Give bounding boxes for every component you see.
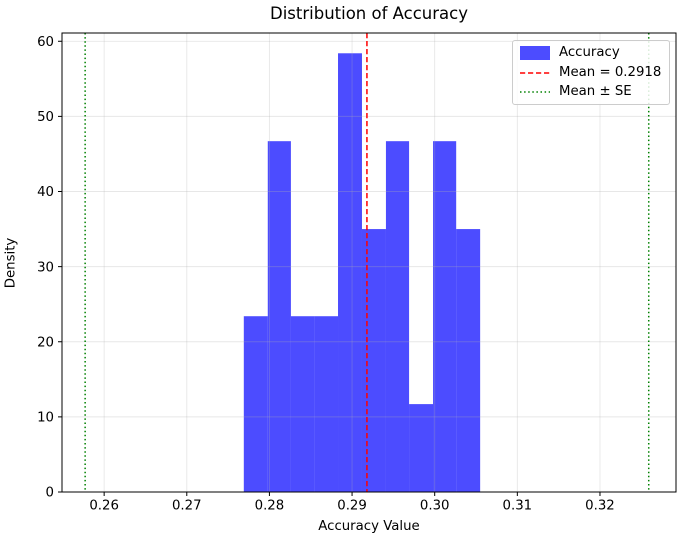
- histogram-bar: [338, 53, 362, 492]
- legend: Accuracy Mean = 0.2918 Mean ± SE: [512, 40, 670, 105]
- histogram-bar: [361, 229, 386, 492]
- chart-title: Distribution of Accuracy: [270, 4, 468, 23]
- plot-border: [61, 32, 677, 493]
- x-tick-label: 0.32: [585, 499, 615, 514]
- y-tick-label: 60: [37, 35, 54, 50]
- histogram-bar: [409, 404, 434, 492]
- x-tick-label: 0.28: [255, 499, 285, 514]
- histogram-bar: [290, 316, 315, 492]
- legend-item-se: Mean ± SE: [520, 83, 663, 101]
- legend-label-se: Mean ± SE: [559, 83, 632, 99]
- legend-item-accuracy: Accuracy: [520, 44, 663, 62]
- se-dotted-line-swatch: [520, 85, 550, 99]
- dashed-line-glyph: [520, 71, 550, 74]
- histogram-bar: [456, 229, 481, 492]
- y-tick-label: 50: [37, 110, 54, 125]
- legend-label-accuracy: Accuracy: [559, 45, 620, 61]
- legend-label-mean: Mean = 0.2918: [559, 64, 662, 80]
- y-tick-label: 40: [37, 185, 54, 200]
- x-axis-label: Accuracy Value: [318, 519, 420, 534]
- x-tick-label: 0.30: [420, 499, 450, 514]
- y-tick-label: 10: [37, 411, 54, 426]
- y-tick-label: 30: [37, 260, 54, 275]
- y-tick-label: 20: [37, 335, 54, 350]
- legend-item-mean: Mean = 0.2918: [520, 64, 663, 82]
- dotted-line-glyph: [520, 91, 550, 93]
- histogram-bar: [433, 141, 457, 492]
- y-tick-label: 0: [46, 486, 54, 501]
- x-tick-label: 0.27: [172, 499, 202, 514]
- histogram-bar: [243, 316, 268, 492]
- x-tick-label: 0.29: [337, 499, 367, 514]
- x-tick-label: 0.31: [503, 499, 533, 514]
- accuracy-patch-swatch: [520, 46, 550, 61]
- patch-glyph: [520, 46, 550, 61]
- x-tick-label: 0.26: [89, 499, 119, 514]
- histogram-bar: [267, 141, 291, 492]
- mean-dashed-line-swatch: [520, 66, 550, 80]
- histogram-bar: [385, 141, 410, 492]
- histogram-bar: [314, 316, 339, 492]
